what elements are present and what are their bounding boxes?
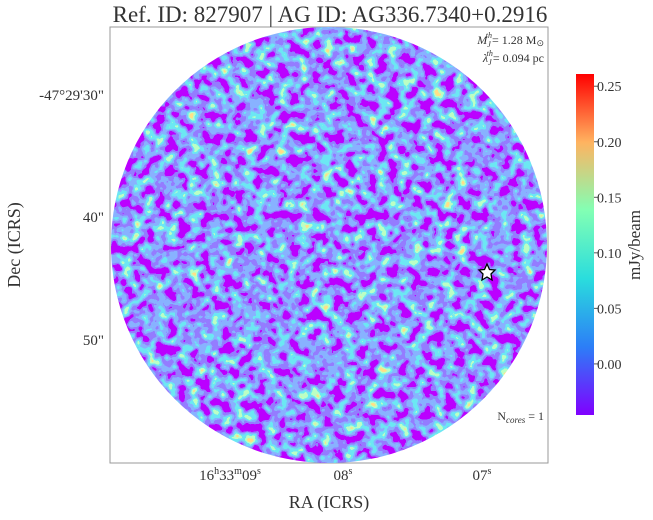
y-tick-label: 40"	[83, 210, 104, 226]
core-marker	[477, 262, 497, 282]
colorbar-tick-label: 0.25	[597, 80, 622, 95]
colorbar-tick-label: 0.00	[597, 358, 622, 373]
x-axis-label: RA (ICRS)	[289, 492, 370, 513]
tick-text: 16	[199, 468, 215, 484]
y-tick-label: 50"	[83, 333, 104, 349]
tick-text: 09	[242, 468, 257, 484]
colorbar-label: mJy/beam	[625, 210, 644, 280]
colorbar-tick-label: 0.15	[597, 191, 622, 206]
tick-superscript: m	[234, 466, 242, 477]
tick-superscript: s	[488, 466, 492, 477]
annotation-part: J	[488, 58, 492, 67]
colorbar-tick-label: 0.10	[597, 247, 622, 262]
x-tick-label: 07s	[473, 466, 492, 484]
colorbar-tick-label: 0.20	[597, 136, 622, 151]
x-tick-label: 08s	[334, 466, 353, 484]
colorbar	[576, 74, 594, 415]
labels: Ref. ID: 827907 | AG ID: AG336.7340+0.29…	[4, 2, 644, 513]
annotation-part: = 0.094 pc	[493, 51, 544, 65]
annotation-part: ⊙	[536, 38, 544, 48]
annotation-part: th	[486, 31, 492, 40]
y-tick-label: -47°29'30"	[39, 88, 104, 104]
intensity-map	[111, 27, 547, 463]
annotation-part: cores	[506, 415, 526, 425]
annotation-part: = 1.28 M	[492, 33, 537, 47]
annotation-part: th	[487, 49, 493, 58]
annotation-part: N	[497, 409, 506, 423]
y-axis-label: Dec (ICRS)	[4, 202, 25, 287]
x-tick-label: 16h33m09s	[199, 466, 261, 484]
tick-text: 33	[219, 468, 234, 484]
colorbar-tick-label: 0.05	[597, 302, 622, 317]
annotation-part: J	[487, 40, 491, 49]
tick-superscript: s	[257, 466, 261, 477]
tick-superscript: s	[349, 466, 353, 477]
annotation: λJth= 0.094 pc	[482, 49, 544, 67]
chart-title: Ref. ID: 827907 | AG ID: AG336.7340+0.29…	[113, 2, 548, 27]
tick-superscript: h	[214, 466, 219, 477]
tick-text: 08	[334, 468, 349, 484]
annotation-part: = 1	[525, 409, 544, 423]
annotation-part: λ	[482, 51, 488, 65]
tick-text: 07	[473, 468, 489, 484]
annotation: Ncores = 1	[497, 409, 544, 425]
annotation-part: M	[476, 33, 488, 47]
annotation: MJth= 1.28 M⊙	[476, 31, 544, 49]
